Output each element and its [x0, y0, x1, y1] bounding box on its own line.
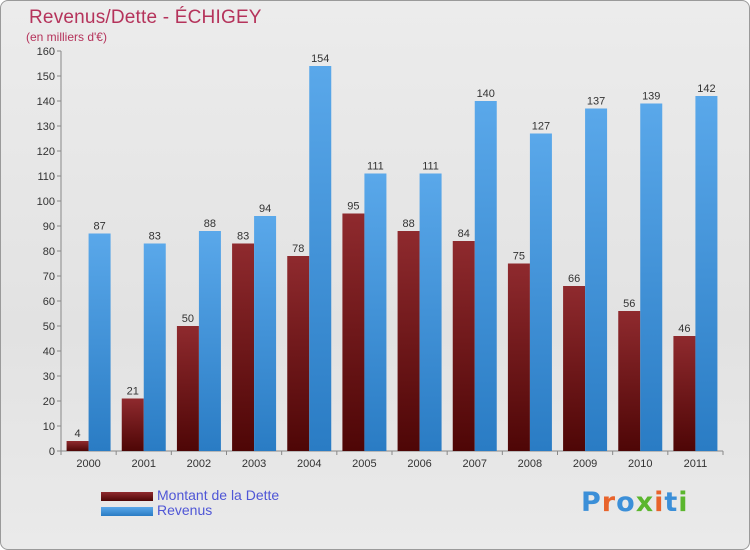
y-tick-label: 150	[37, 71, 55, 83]
x-tick-label: 2003	[242, 458, 266, 470]
x-tick-label: 2010	[628, 458, 652, 470]
x-tick-label: 2008	[518, 458, 542, 470]
data-label-revenus: 94	[259, 203, 271, 215]
data-label-revenus: 139	[642, 91, 660, 103]
chart-bars	[66, 66, 718, 451]
chart-title: Revenus/Dette - ÉCHIGEY	[29, 7, 262, 28]
data-label-dette: 4	[75, 428, 81, 440]
bar-revenus	[529, 133, 552, 451]
logo-letter: x	[635, 487, 655, 518]
y-tick-label: 110	[37, 171, 55, 183]
bar-revenus	[419, 173, 442, 451]
x-tick-label: 2001	[132, 458, 156, 470]
bar-revenus	[143, 243, 166, 451]
data-label-dette: 46	[678, 323, 690, 335]
y-tick-label: 50	[43, 321, 55, 333]
bar-dette	[232, 243, 255, 451]
x-tick-label: 2011	[684, 458, 708, 470]
bar-revenus	[88, 233, 111, 451]
data-label-revenus: 142	[697, 83, 715, 95]
bar-dette	[287, 256, 310, 451]
x-tick-label: 2009	[573, 458, 597, 470]
data-label-dette: 78	[292, 243, 304, 255]
x-tick-label: 2007	[463, 458, 487, 470]
bar-revenus	[364, 173, 387, 451]
data-label-revenus: 154	[311, 53, 329, 65]
bar-dette	[507, 263, 530, 451]
bar-dette	[618, 311, 641, 451]
bar-revenus	[254, 216, 277, 451]
chart-axes: 0 10 20 30 40 50 60 70 80 90 100 110 120 130 140 150 160…	[37, 46, 724, 470]
y-tick-label: 10	[43, 421, 55, 433]
y-tick-label: 90	[43, 221, 55, 233]
bar-dette	[673, 336, 696, 451]
chart-subtitle: (en milliers d'€)	[26, 30, 107, 44]
bar-revenus	[695, 96, 718, 451]
logo-letter: o	[616, 487, 636, 518]
data-label-revenus: 140	[477, 88, 495, 100]
data-label-revenus: 88	[204, 218, 216, 230]
bar-dette	[342, 213, 365, 451]
y-tick-label: 100	[37, 196, 55, 208]
data-label-revenus: 87	[93, 221, 105, 233]
data-label-dette: 88	[402, 218, 414, 230]
y-tick-label: 20	[43, 396, 55, 408]
legend-swatch-revenus	[101, 507, 153, 516]
bar-dette	[176, 326, 199, 451]
x-tick-label: 2000	[76, 458, 100, 470]
bar-revenus	[198, 231, 221, 451]
bar-dette	[397, 231, 420, 451]
logo-letter: i	[678, 487, 689, 518]
data-label-dette: 50	[182, 313, 194, 325]
logo-letter: r	[601, 487, 617, 518]
data-label-revenus: 83	[149, 231, 161, 243]
data-label-dette: 84	[458, 228, 470, 240]
x-tick-label: 2006	[407, 458, 431, 470]
logo-letter: P	[581, 487, 602, 518]
bar-revenus	[640, 103, 663, 451]
x-tick-label: 2004	[297, 458, 321, 470]
logo-letter: i	[654, 487, 665, 518]
legend-label-dette: Montant de la Dette	[157, 487, 280, 503]
chart-data-labels: 4 87 21 83 50 88 83 94 78 154 95 111 88 111 84 140 75 127…	[75, 53, 716, 440]
bar-revenus	[585, 108, 608, 451]
data-label-dette: 21	[127, 386, 139, 398]
y-tick-label: 0	[49, 446, 55, 458]
y-tick-label: 30	[43, 371, 55, 383]
y-tick-label: 40	[43, 346, 55, 358]
y-tick-label: 120	[37, 146, 55, 158]
x-tick-label: 2002	[187, 458, 211, 470]
legend-label-revenus: Revenus	[157, 502, 213, 518]
bar-dette	[563, 286, 586, 451]
bar-revenus	[474, 101, 497, 451]
data-label-dette: 83	[237, 231, 249, 243]
bar-dette	[66, 441, 89, 451]
legend-swatch-dette	[101, 492, 153, 501]
logo-letter: t	[664, 487, 679, 518]
data-label-dette: 95	[347, 201, 359, 213]
x-tick-label: 2005	[352, 458, 376, 470]
data-label-revenus: 111	[367, 161, 384, 173]
bar-dette	[121, 398, 144, 451]
y-tick-label: 60	[43, 296, 55, 308]
y-tick-label: 70	[43, 271, 55, 283]
y-tick-label: 130	[37, 121, 55, 133]
data-label-revenus: 127	[532, 121, 550, 133]
y-tick-label: 140	[37, 96, 55, 108]
y-tick-label: 80	[43, 246, 55, 258]
bar-dette	[452, 241, 475, 451]
data-label-dette: 66	[568, 273, 580, 285]
data-label-revenus: 111	[422, 161, 439, 173]
data-label-dette: 75	[513, 251, 525, 263]
data-label-revenus: 137	[587, 96, 605, 108]
proxiti-logo: Proxiti	[581, 487, 689, 518]
bar-revenus	[309, 66, 332, 451]
data-label-dette: 56	[623, 298, 635, 310]
y-tick-label: 160	[37, 46, 55, 58]
